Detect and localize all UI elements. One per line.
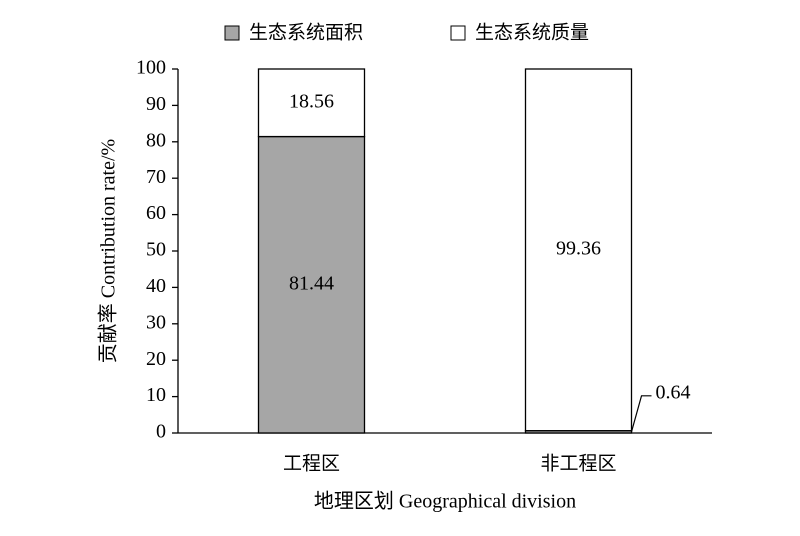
legend-swatch [450,25,466,41]
y-tick-label: 90 [146,93,166,115]
y-tick-label: 60 [146,202,166,224]
data-label: 99.36 [556,237,601,259]
y-tick-label: 20 [146,348,166,370]
y-tick-label: 10 [146,384,166,406]
data-label: 0.64 [656,381,691,403]
legend-label: 生态系统面积 [249,21,363,43]
y-tick-label: 100 [136,57,166,79]
x-axis-title: 地理区划 Geographical division [314,490,576,513]
y-tick-label: 50 [146,239,166,261]
y-tick-label: 80 [146,129,166,151]
y-axis-title: 贡献率 Contribution rate/% [97,139,120,363]
y-tick-label: 70 [146,166,166,188]
bar-segment [257,68,366,138]
leader-line [630,395,652,432]
legend-label: 生态系统质量 [475,21,589,43]
bar-segment [524,68,633,432]
y-tick-label: 0 [156,421,166,443]
x-tick-label: 工程区 [283,452,340,474]
data-label: 18.56 [289,90,334,112]
bar-segment [257,135,366,434]
x-tick-label: 非工程区 [540,452,616,474]
data-label: 81.44 [289,272,334,294]
y-tick-label: 30 [146,311,166,333]
legend-swatch [224,25,240,41]
y-tick-label: 40 [146,275,166,297]
